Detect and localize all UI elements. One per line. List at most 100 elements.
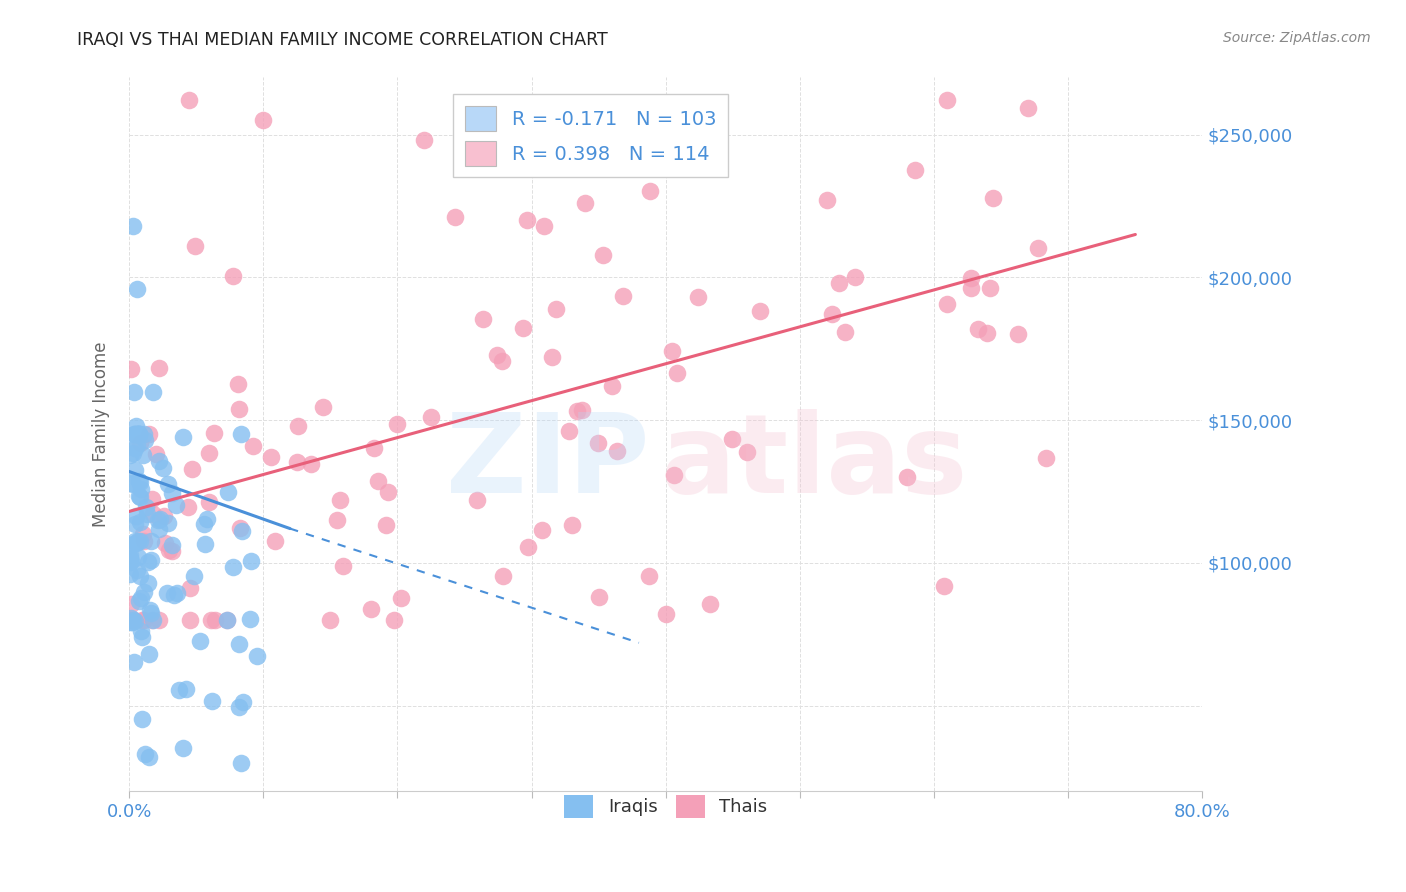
Point (122, 427, 145, 442)
Point (363, 441, 385, 455)
Point (129, 515, 152, 529)
Legend: Iraqis, Thais: Iraqis, Thais (557, 788, 775, 825)
Point (129, 569, 152, 583)
Point (179, 613, 201, 627)
Point (156, 516, 179, 530)
Point (979, 281, 1001, 295)
Text: ZIP: ZIP (446, 409, 650, 516)
Point (128, 534, 150, 549)
Point (200, 613, 222, 627)
Point (124, 441, 146, 455)
Point (664, 467, 686, 482)
Point (128, 427, 150, 442)
Point (748, 304, 770, 318)
Text: IRAQI VS THAI MEDIAN FAMILY INCOME CORRELATION CHART: IRAQI VS THAI MEDIAN FAMILY INCOME CORRE… (77, 31, 607, 49)
Point (152, 461, 174, 475)
Point (413, 133, 436, 147)
Point (127, 427, 149, 442)
Point (135, 507, 157, 521)
Point (226, 377, 249, 392)
Point (174, 682, 197, 697)
Point (967, 321, 990, 335)
Point (160, 538, 183, 552)
Point (139, 534, 162, 549)
Point (239, 612, 262, 626)
Point (129, 490, 152, 504)
Point (131, 613, 153, 627)
Point (121, 615, 143, 630)
Point (472, 312, 495, 326)
Point (125, 509, 148, 524)
Point (149, 512, 172, 526)
Point (231, 427, 253, 442)
Point (976, 326, 998, 340)
Point (118, 549, 141, 563)
Point (932, 578, 955, 592)
Point (160, 544, 183, 558)
Point (129, 591, 152, 605)
Point (125, 563, 148, 577)
Point (202, 426, 225, 441)
Point (124, 463, 146, 477)
Point (1007, 326, 1029, 341)
Point (222, 268, 245, 283)
Point (828, 276, 851, 290)
Point (165, 498, 187, 512)
Point (688, 290, 710, 304)
Point (166, 586, 188, 600)
Point (132, 584, 155, 599)
Point (242, 439, 264, 453)
Point (122, 477, 145, 491)
Point (181, 462, 204, 476)
Point (120, 361, 142, 376)
Point (935, 93, 957, 107)
Point (896, 470, 918, 484)
Point (128, 489, 150, 503)
Point (138, 647, 160, 661)
Point (360, 601, 382, 615)
Point (129, 624, 152, 639)
Point (228, 700, 250, 714)
Point (844, 270, 866, 285)
Point (904, 163, 927, 178)
Point (132, 448, 155, 462)
Text: Source: ZipAtlas.com: Source: ZipAtlas.com (1223, 31, 1371, 45)
Point (574, 195, 596, 210)
Point (122, 219, 145, 233)
Point (1017, 101, 1039, 115)
Point (533, 219, 555, 233)
Point (128, 427, 150, 442)
Point (240, 554, 263, 568)
Point (531, 523, 554, 537)
Text: atlas: atlas (661, 409, 967, 516)
Point (131, 631, 153, 645)
Point (120, 550, 142, 565)
Point (179, 93, 201, 107)
Point (285, 455, 308, 469)
Point (588, 590, 610, 604)
Point (389, 591, 412, 606)
Point (215, 613, 238, 627)
Point (319, 613, 342, 627)
Point (325, 513, 347, 527)
Point (516, 540, 538, 554)
Point (252, 113, 274, 128)
Point (157, 543, 180, 558)
Point (231, 756, 253, 770)
Point (120, 611, 142, 625)
Point (125, 536, 148, 550)
Point (571, 403, 593, 417)
Point (127, 282, 149, 296)
Point (592, 248, 614, 262)
Point (655, 607, 678, 622)
Point (201, 694, 224, 708)
Point (638, 569, 661, 583)
Point (287, 419, 309, 434)
Point (443, 210, 465, 224)
Point (148, 454, 170, 468)
Point (125, 418, 148, 433)
Point (565, 403, 588, 417)
Point (160, 486, 183, 500)
Point (375, 518, 398, 533)
Point (516, 213, 538, 227)
